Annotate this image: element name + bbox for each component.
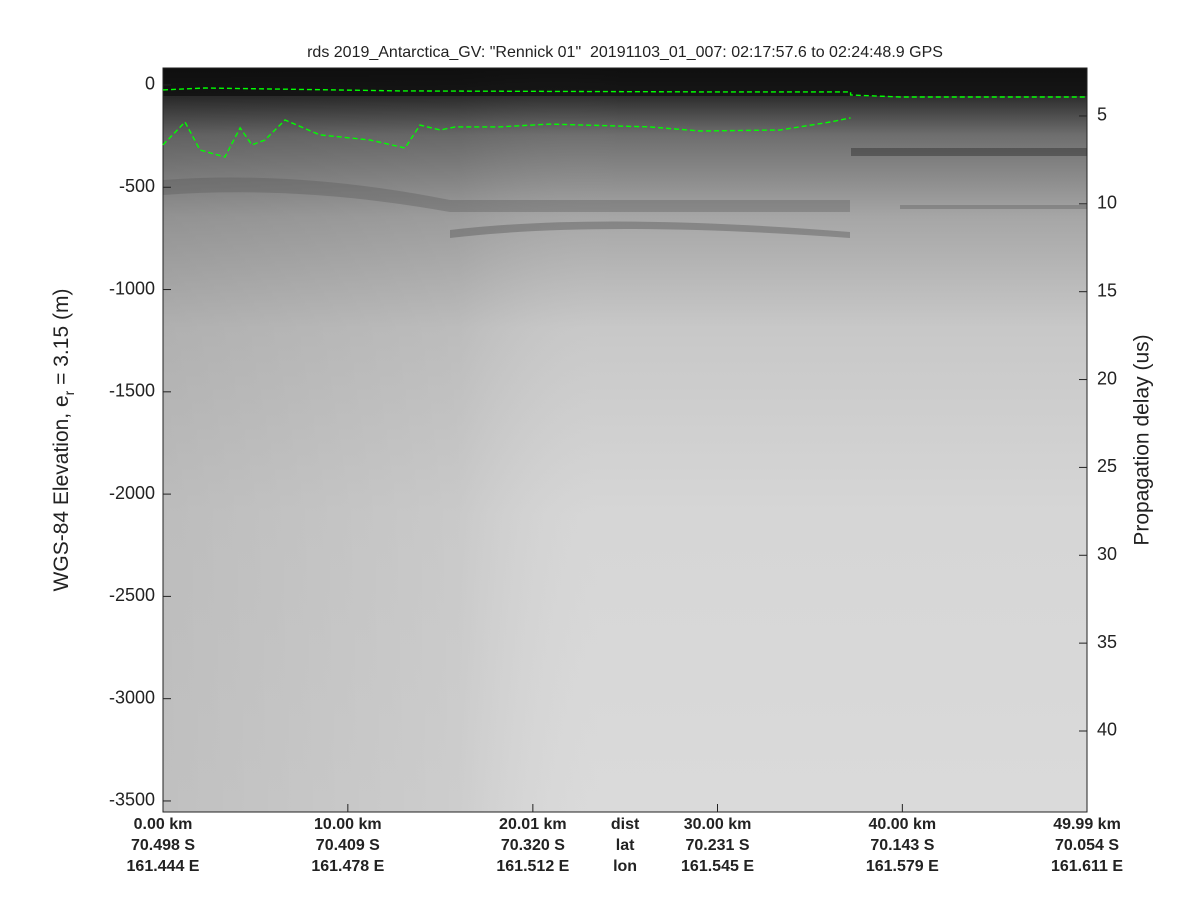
y-tick-label: -2000 [109, 483, 155, 503]
y-label-part: WGS-84 Elevation, e [50, 395, 73, 591]
x-tick-lon: 161.611 E [1051, 858, 1123, 875]
row-label: lat [616, 837, 635, 854]
x-tick-label: 0.00 km [134, 816, 193, 833]
x-tick-lon: 161.512 E [496, 858, 569, 875]
x-tick-lon: 161.444 E [127, 858, 200, 875]
y2-tick-label: 35 [1097, 632, 1117, 652]
x-tick-lon: 161.579 E [866, 858, 939, 875]
y-tick-label: -500 [119, 176, 155, 196]
y2-tick-label: 10 [1097, 193, 1117, 213]
x-tick-lat: 70.231 S [685, 837, 749, 854]
y-tick-label: 0 [145, 74, 155, 94]
row-label: dist [611, 816, 640, 833]
y2-tick-label: 15 [1097, 280, 1117, 300]
x-tick-label: 10.00 km [314, 816, 382, 833]
y2-axis-label: Propagation delay (us) [1131, 334, 1154, 545]
y-tick-label: -2500 [109, 585, 155, 605]
x-tick-label: 49.99 km [1053, 816, 1121, 833]
x-tick-label: 30.00 km [684, 816, 752, 833]
chart-title: rds 2019_Antarctica_GV: "Rennick 01" 201… [307, 44, 943, 61]
x-tick-lat: 70.498 S [131, 837, 195, 854]
x-tick-lat: 70.054 S [1055, 837, 1119, 854]
x-tick-lat: 70.143 S [870, 837, 934, 854]
echogram-image [163, 68, 1087, 812]
y-axis-label: WGS-84 Elevation, er = 3.15 (m) [50, 289, 77, 592]
y-tick-label: -1000 [109, 278, 155, 298]
y-label-part: = 3.15 (m) [50, 289, 73, 391]
x-tick-lat: 70.320 S [501, 837, 565, 854]
x-tick-lat: 70.409 S [316, 837, 380, 854]
y-tick-label: -1500 [109, 381, 155, 401]
x-tick-lon: 161.478 E [311, 858, 384, 875]
y2-tick-label: 30 [1097, 544, 1117, 564]
x-tick-label: 40.00 km [869, 816, 937, 833]
y-tick-label: -3500 [109, 790, 155, 810]
y-label-sub: r [61, 390, 77, 395]
pick-line [162, 87, 1087, 98]
y-tick-label: -3000 [109, 687, 155, 707]
x-tick-lon: 161.545 E [681, 858, 754, 875]
x-tick-label: 20.01 km [499, 816, 567, 833]
pick-line [162, 117, 851, 158]
y2-tick-label: 20 [1097, 368, 1117, 388]
plot-frame [162, 67, 1088, 813]
y2-tick-label: 5 [1097, 105, 1107, 125]
row-label: lon [613, 858, 637, 875]
y2-tick-label: 40 [1097, 720, 1117, 740]
y2-tick-label: 25 [1097, 456, 1117, 476]
